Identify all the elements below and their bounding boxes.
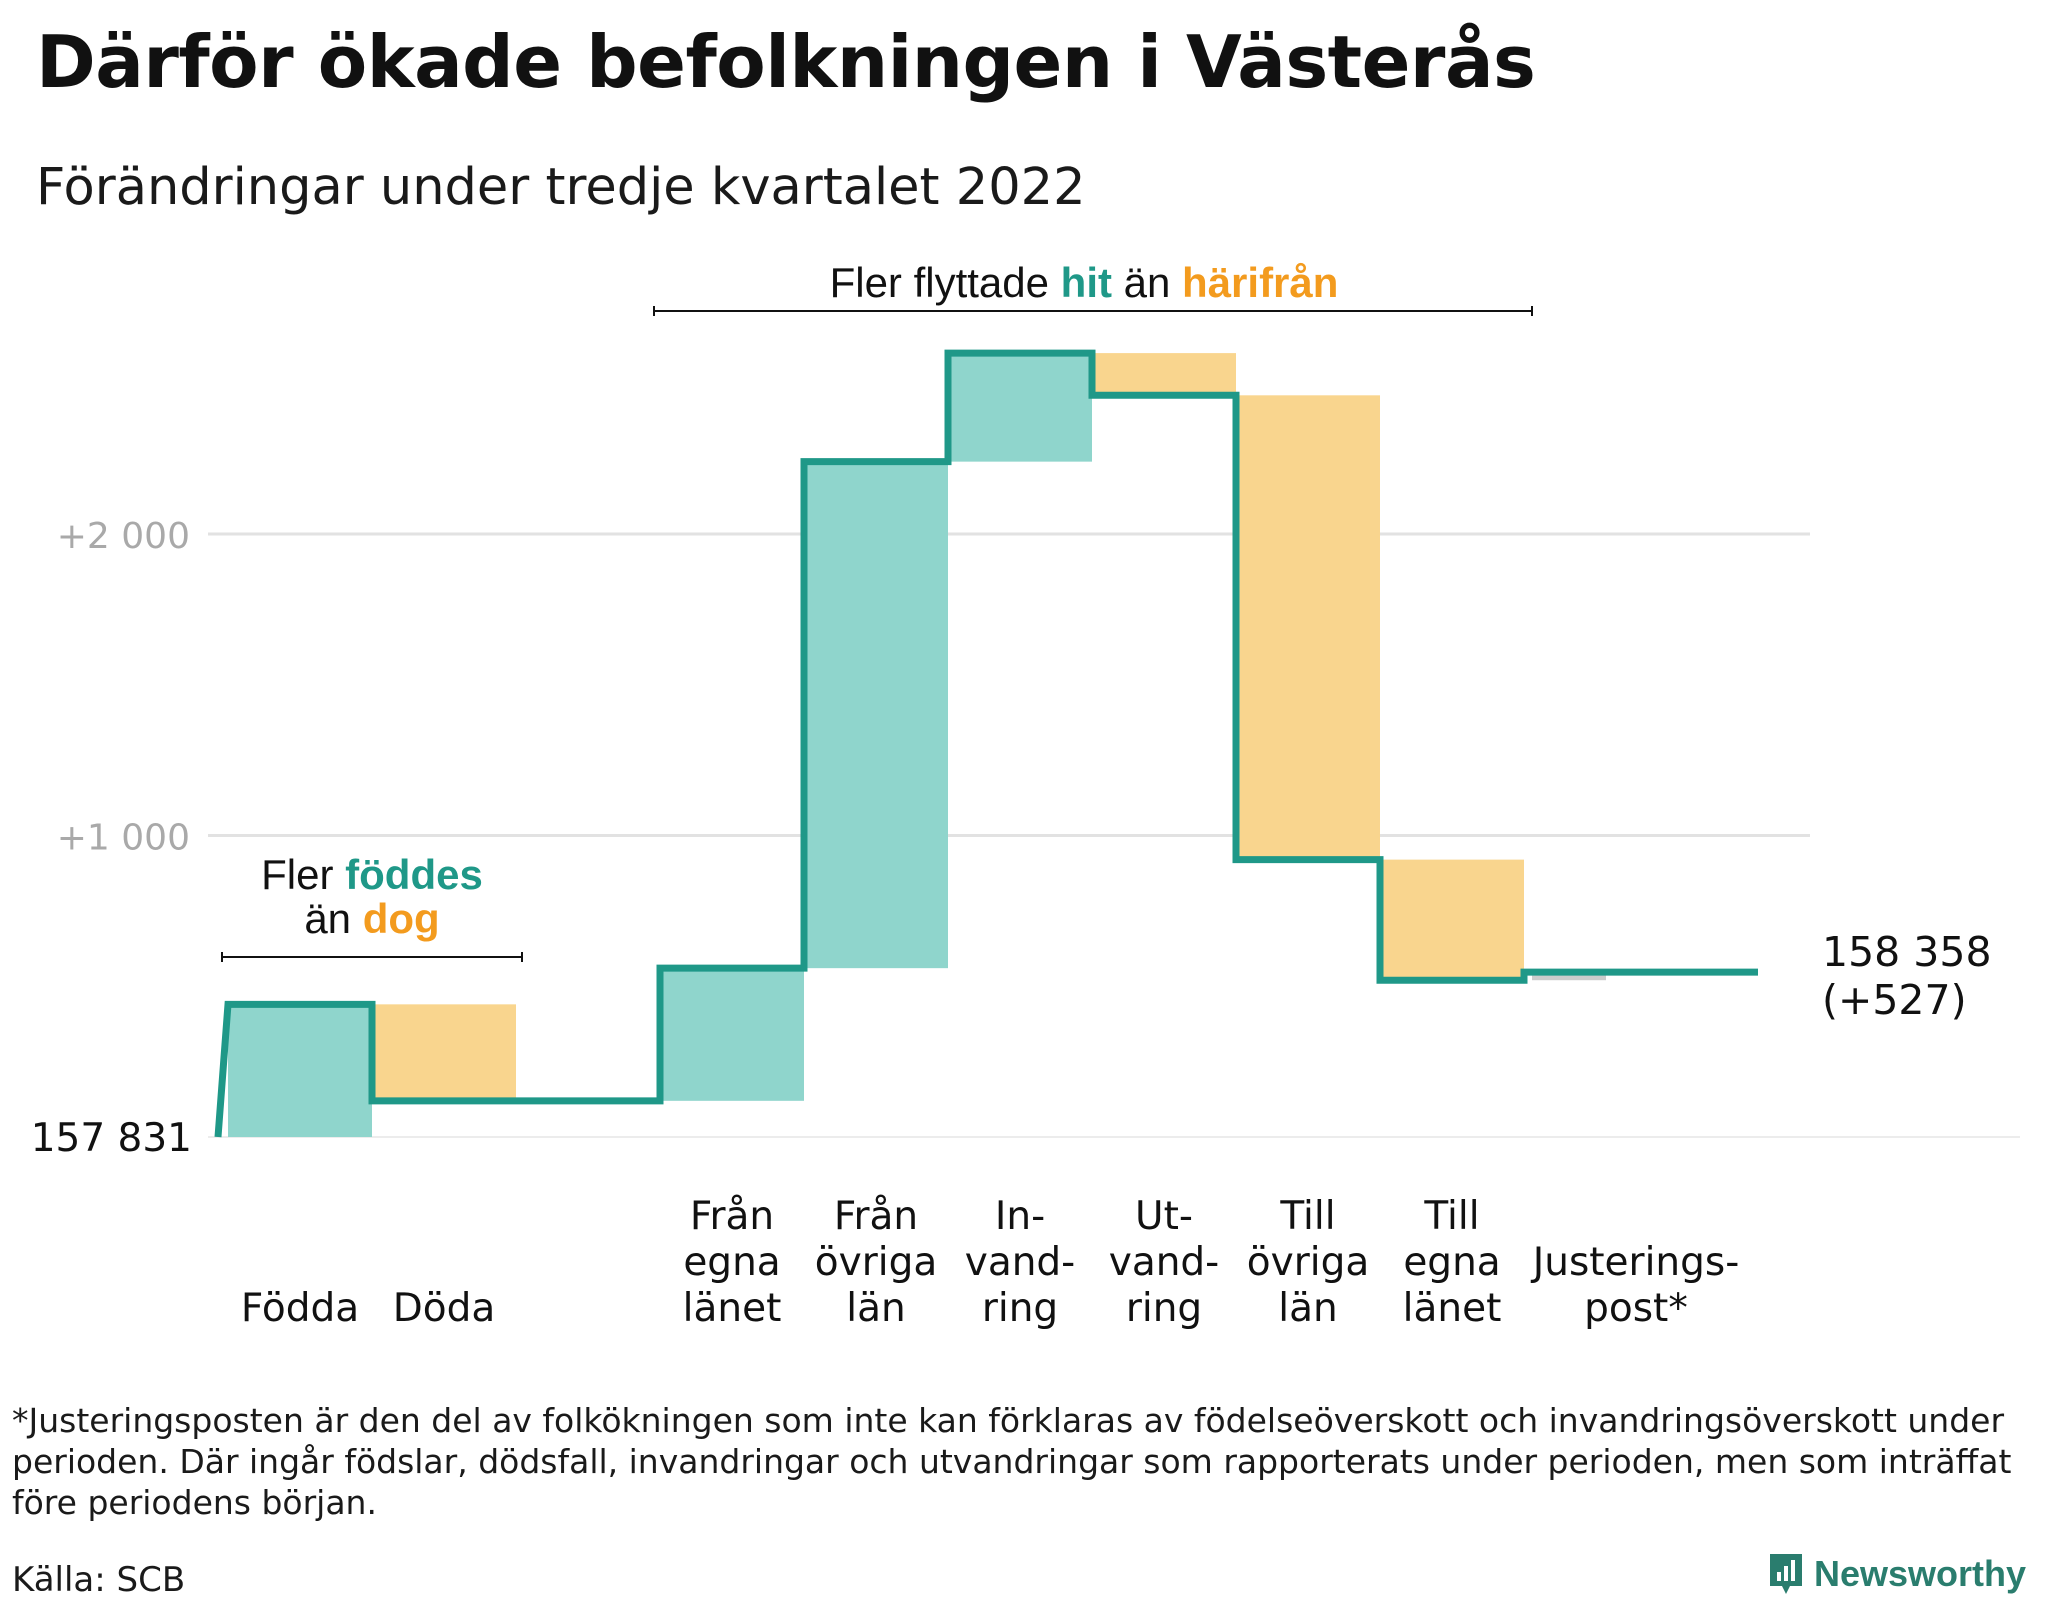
annotation-text: Fler flyttade hit än härifrån (830, 259, 1339, 306)
bar-layer (228, 353, 1606, 1137)
y-tick-label: +2 000 (57, 516, 190, 557)
chart-subtitle: Förändringar under tredje kvartalet 2022 (36, 158, 1086, 217)
line-layer (214, 349, 1758, 1138)
category-label: övriga (1247, 1240, 1369, 1285)
category-label: övriga (815, 1240, 937, 1285)
category-label: ring (1126, 1286, 1202, 1331)
waterfall-bar (1532, 972, 1606, 981)
source-label: Källa: SCB (12, 1560, 186, 1600)
category-label: länet (1403, 1286, 1502, 1331)
grid-layer: +1 000 +2 000 (57, 516, 2020, 1138)
category-label: Från (690, 1194, 774, 1239)
annotation-segment: dog (363, 895, 440, 942)
category-label: egna (1403, 1240, 1500, 1285)
cumulative-step-line (214, 349, 1758, 1138)
waterfall-bar (1092, 353, 1236, 396)
end-change-label: (+527) (1822, 976, 1967, 1024)
annotation-segment: härifrån (1182, 259, 1338, 306)
category-label: ring (982, 1286, 1058, 1331)
waterfall-chart: +1 000+2 000 Födda DödaFrånegnalänetFrånö… (31, 259, 2020, 1331)
category-label: länet (683, 1286, 782, 1331)
annotation-text: Fler föddes (261, 851, 483, 898)
brand-logo: Newsworthy (1768, 1552, 2026, 1596)
annotation-segment: Fler (261, 851, 345, 898)
waterfall-bar (372, 1004, 516, 1101)
waterfall-bar (804, 461, 948, 969)
annotation-segment: hit (1061, 259, 1112, 306)
category-label: Från (834, 1194, 918, 1239)
category-label: Döda (393, 1286, 496, 1331)
category-label: In- (995, 1194, 1045, 1239)
annotation-segment: än (304, 895, 362, 942)
annotation-text: än dog (304, 895, 439, 942)
category-label: län (1278, 1286, 1337, 1331)
chart-title: Därför ökade befolkningen i Västerås (36, 20, 1536, 104)
category-label: Justerings- (1530, 1240, 1740, 1285)
end-value-label: 158 358 (1822, 928, 1992, 976)
category-label: egna (683, 1240, 780, 1285)
category-label: Födda (241, 1286, 359, 1331)
annotation-segment: föddes (345, 851, 483, 898)
footnote: *Justeringsposten är den del av folkökni… (12, 1401, 2012, 1522)
waterfall-bar (660, 968, 804, 1101)
start-value-label: 157 831 (31, 1116, 192, 1161)
category-label: vand- (1109, 1240, 1220, 1285)
label-layer: Födda DödaFrånegnalänetFrånövrigalänIn-va… (31, 928, 1992, 1331)
annotation-segment: än (1112, 259, 1182, 306)
category-label: Till (1423, 1194, 1479, 1239)
waterfall-bar (948, 353, 1092, 462)
y-tick-label: +1 000 (57, 818, 190, 859)
waterfall-bar (1236, 395, 1380, 860)
category-label: post* (1584, 1286, 1688, 1331)
waterfall-bar (228, 1004, 372, 1137)
annotation-segment: Fler flyttade (830, 259, 1061, 306)
category-label: län (846, 1286, 905, 1331)
category-label: vand- (965, 1240, 1076, 1285)
newsworthy-logo-icon (1770, 1554, 1802, 1594)
waterfall-bar (1380, 859, 1524, 981)
category-label: Ut- (1135, 1194, 1193, 1239)
category-label: Till (1279, 1194, 1335, 1239)
brand-name: Newsworthy (1814, 1553, 2027, 1594)
